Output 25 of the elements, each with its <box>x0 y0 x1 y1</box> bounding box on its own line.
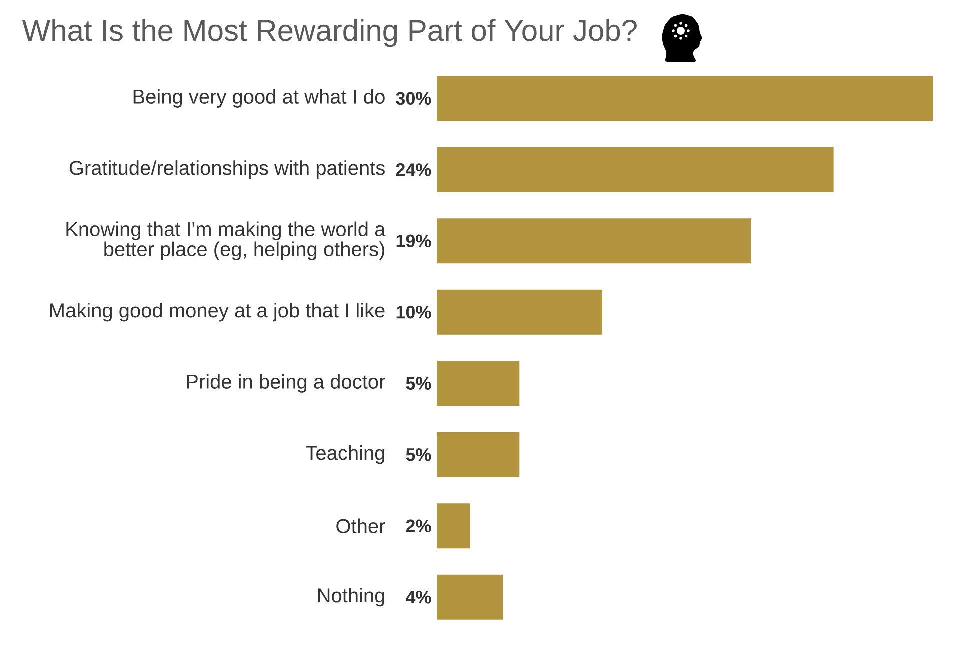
y-tick-label: Gratitude/relationships with patients <box>70 160 385 180</box>
y-tick-label: Making good money at a job that I like <box>50 303 385 322</box>
chart-title: What Is the Most Rewarding Part of Your Job? <box>22 19 637 48</box>
data-label: 24% <box>396 164 432 176</box>
bar <box>437 432 520 478</box>
y-tick-label: Teaching <box>306 446 384 464</box>
data-label: 19% <box>396 234 432 248</box>
y-tick-label: Pride in being a doctor <box>187 374 386 393</box>
data-label: 5% <box>406 377 432 390</box>
y-tick-label: Knowing that I'm making the world a better place (eg, helping others) <box>66 222 386 260</box>
bar <box>437 218 752 264</box>
data-label: 2% <box>406 520 432 532</box>
bar <box>437 147 834 192</box>
bar <box>437 361 520 406</box>
y-tick-label: Other <box>336 518 386 534</box>
bar <box>437 574 504 620</box>
bar <box>437 76 933 122</box>
data-label: 10% <box>396 306 432 319</box>
data-label: 30% <box>396 92 432 106</box>
data-label: 5% <box>406 448 432 462</box>
y-tick-label: Being very good at what I do <box>134 89 385 108</box>
y-tick-label: Nothing <box>318 588 384 607</box>
bar <box>437 290 602 335</box>
data-label: 4% <box>406 591 432 604</box>
bar <box>437 504 470 549</box>
